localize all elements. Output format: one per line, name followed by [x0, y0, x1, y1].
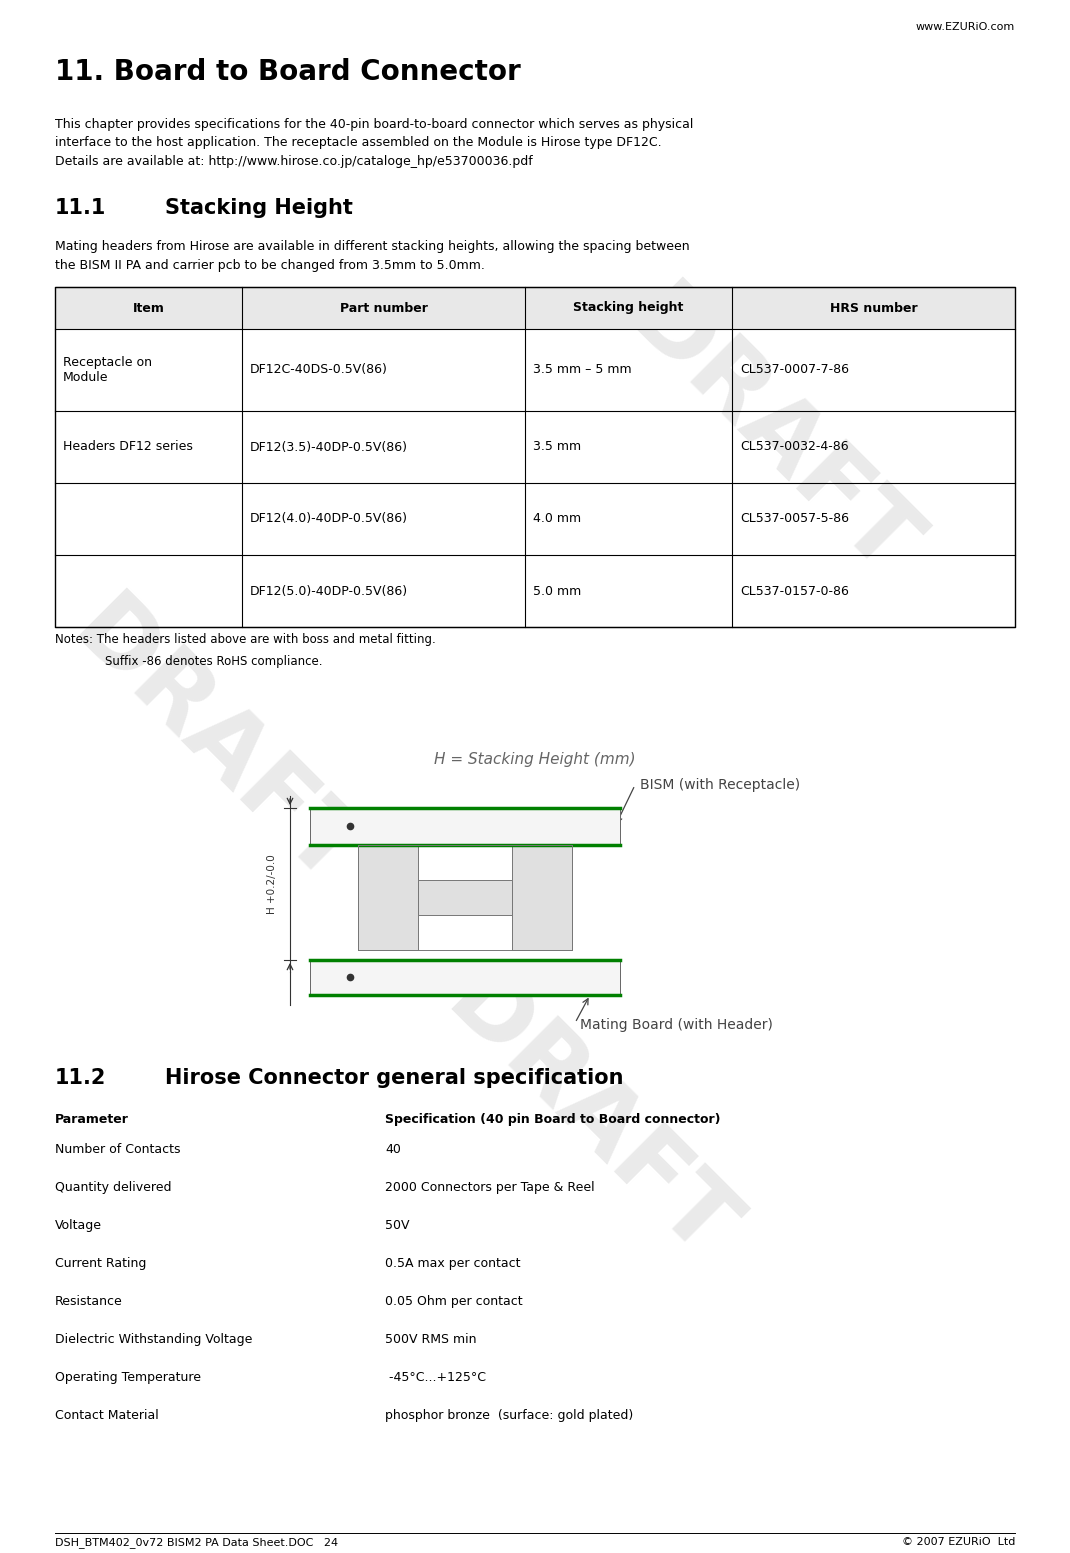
Text: Stacking Height: Stacking Height	[165, 197, 353, 217]
Text: DF12(4.0)-40DP-0.5V(86): DF12(4.0)-40DP-0.5V(86)	[250, 512, 408, 525]
Bar	[55, 287, 1015, 329]
Text: Contact Material: Contact Material	[55, 1409, 158, 1423]
Text: Receptacle on
Module: Receptacle on Module	[63, 356, 152, 384]
Text: Voltage: Voltage	[55, 1219, 102, 1232]
Text: Part number: Part number	[340, 301, 428, 315]
Text: 11.2: 11.2	[55, 1068, 106, 1089]
Text: www.EZURiO.com: www.EZURiO.com	[916, 22, 1015, 33]
Text: 2000 Connectors per Tape & Reel: 2000 Connectors per Tape & Reel	[385, 1180, 595, 1194]
Bar	[55, 287, 1015, 627]
Text: BISM (with Receptacle): BISM (with Receptacle)	[640, 778, 800, 792]
Text: 40: 40	[385, 1143, 401, 1155]
Text: Notes: The headers listed above are with boss and metal fitting.: Notes: The headers listed above are with…	[55, 634, 435, 646]
Text: Parameter: Parameter	[55, 1114, 128, 1126]
Text: DSH_BTM402_0v72 BISM2 PA Data Sheet.DOC   24: DSH_BTM402_0v72 BISM2 PA Data Sheet.DOC …	[55, 1537, 338, 1548]
Text: DRAFT: DRAFT	[52, 584, 376, 907]
Text: CL537-0007-7-86: CL537-0007-7-86	[739, 363, 849, 376]
Text: DRAFT: DRAFT	[609, 273, 932, 596]
Bar	[358, 845, 418, 950]
Text: CL537-0157-0-86: CL537-0157-0-86	[739, 584, 849, 598]
Bar	[418, 881, 513, 915]
Text: 0.05 Ohm per contact: 0.05 Ohm per contact	[385, 1295, 522, 1308]
Text: 0.5A max per contact: 0.5A max per contact	[385, 1256, 520, 1270]
Text: 3.5 mm: 3.5 mm	[534, 441, 581, 453]
Text: Quantity delivered: Quantity delivered	[55, 1180, 171, 1194]
Bar	[513, 845, 572, 950]
Text: 3.5 mm – 5 mm: 3.5 mm – 5 mm	[534, 363, 632, 376]
Text: 5.0 mm: 5.0 mm	[534, 584, 582, 598]
Text: Suffix -86 denotes RoHS compliance.: Suffix -86 denotes RoHS compliance.	[105, 655, 322, 668]
Text: Current Rating: Current Rating	[55, 1256, 147, 1270]
Bar	[310, 960, 620, 995]
Text: This chapter provides specifications for the 40-pin board-to-board connector whi: This chapter provides specifications for…	[55, 118, 693, 168]
Text: Item: Item	[133, 301, 165, 315]
Text: HRS number: HRS number	[829, 301, 917, 315]
Text: Headers DF12 series: Headers DF12 series	[63, 441, 193, 453]
Text: Operating Temperature: Operating Temperature	[55, 1371, 201, 1384]
Text: H = Stacking Height (mm): H = Stacking Height (mm)	[434, 752, 636, 767]
Text: © 2007 EZURiO  Ltd: © 2007 EZURiO Ltd	[902, 1537, 1015, 1547]
Text: 11.1: 11.1	[55, 197, 106, 217]
Text: 4.0 mm: 4.0 mm	[534, 512, 581, 525]
Text: Dielectric Withstanding Voltage: Dielectric Withstanding Voltage	[55, 1332, 253, 1346]
Text: Mating Board (with Header): Mating Board (with Header)	[580, 1019, 773, 1033]
Text: Number of Contacts: Number of Contacts	[55, 1143, 181, 1155]
Text: 50V: 50V	[385, 1219, 410, 1232]
Text: DF12(5.0)-40DP-0.5V(86): DF12(5.0)-40DP-0.5V(86)	[250, 584, 409, 598]
Text: CL537-0057-5-86: CL537-0057-5-86	[739, 512, 849, 525]
Text: Mating headers from Hirose are available in different stacking heights, allowing: Mating headers from Hirose are available…	[55, 241, 690, 272]
Text: 500V RMS min: 500V RMS min	[385, 1332, 476, 1346]
Text: DRAFT: DRAFT	[427, 957, 750, 1280]
Text: DF12(3.5)-40DP-0.5V(86): DF12(3.5)-40DP-0.5V(86)	[250, 441, 408, 453]
Text: phosphor bronze  (surface: gold plated): phosphor bronze (surface: gold plated)	[385, 1409, 633, 1423]
Bar	[310, 808, 620, 845]
Text: DF12C-40DS-0.5V(86): DF12C-40DS-0.5V(86)	[250, 363, 388, 376]
Text: -45°C...+125°C: -45°C...+125°C	[385, 1371, 486, 1384]
Text: H +0.2/-0.0: H +0.2/-0.0	[268, 854, 277, 913]
Text: Specification (40 pin Board to Board connector): Specification (40 pin Board to Board con…	[385, 1114, 720, 1126]
Text: 11. Board to Board Connector: 11. Board to Board Connector	[55, 57, 521, 85]
Text: CL537-0032-4-86: CL537-0032-4-86	[739, 441, 849, 453]
Text: Resistance: Resistance	[55, 1295, 123, 1308]
Text: Stacking height: Stacking height	[574, 301, 684, 315]
Text: Hirose Connector general specification: Hirose Connector general specification	[165, 1068, 624, 1089]
